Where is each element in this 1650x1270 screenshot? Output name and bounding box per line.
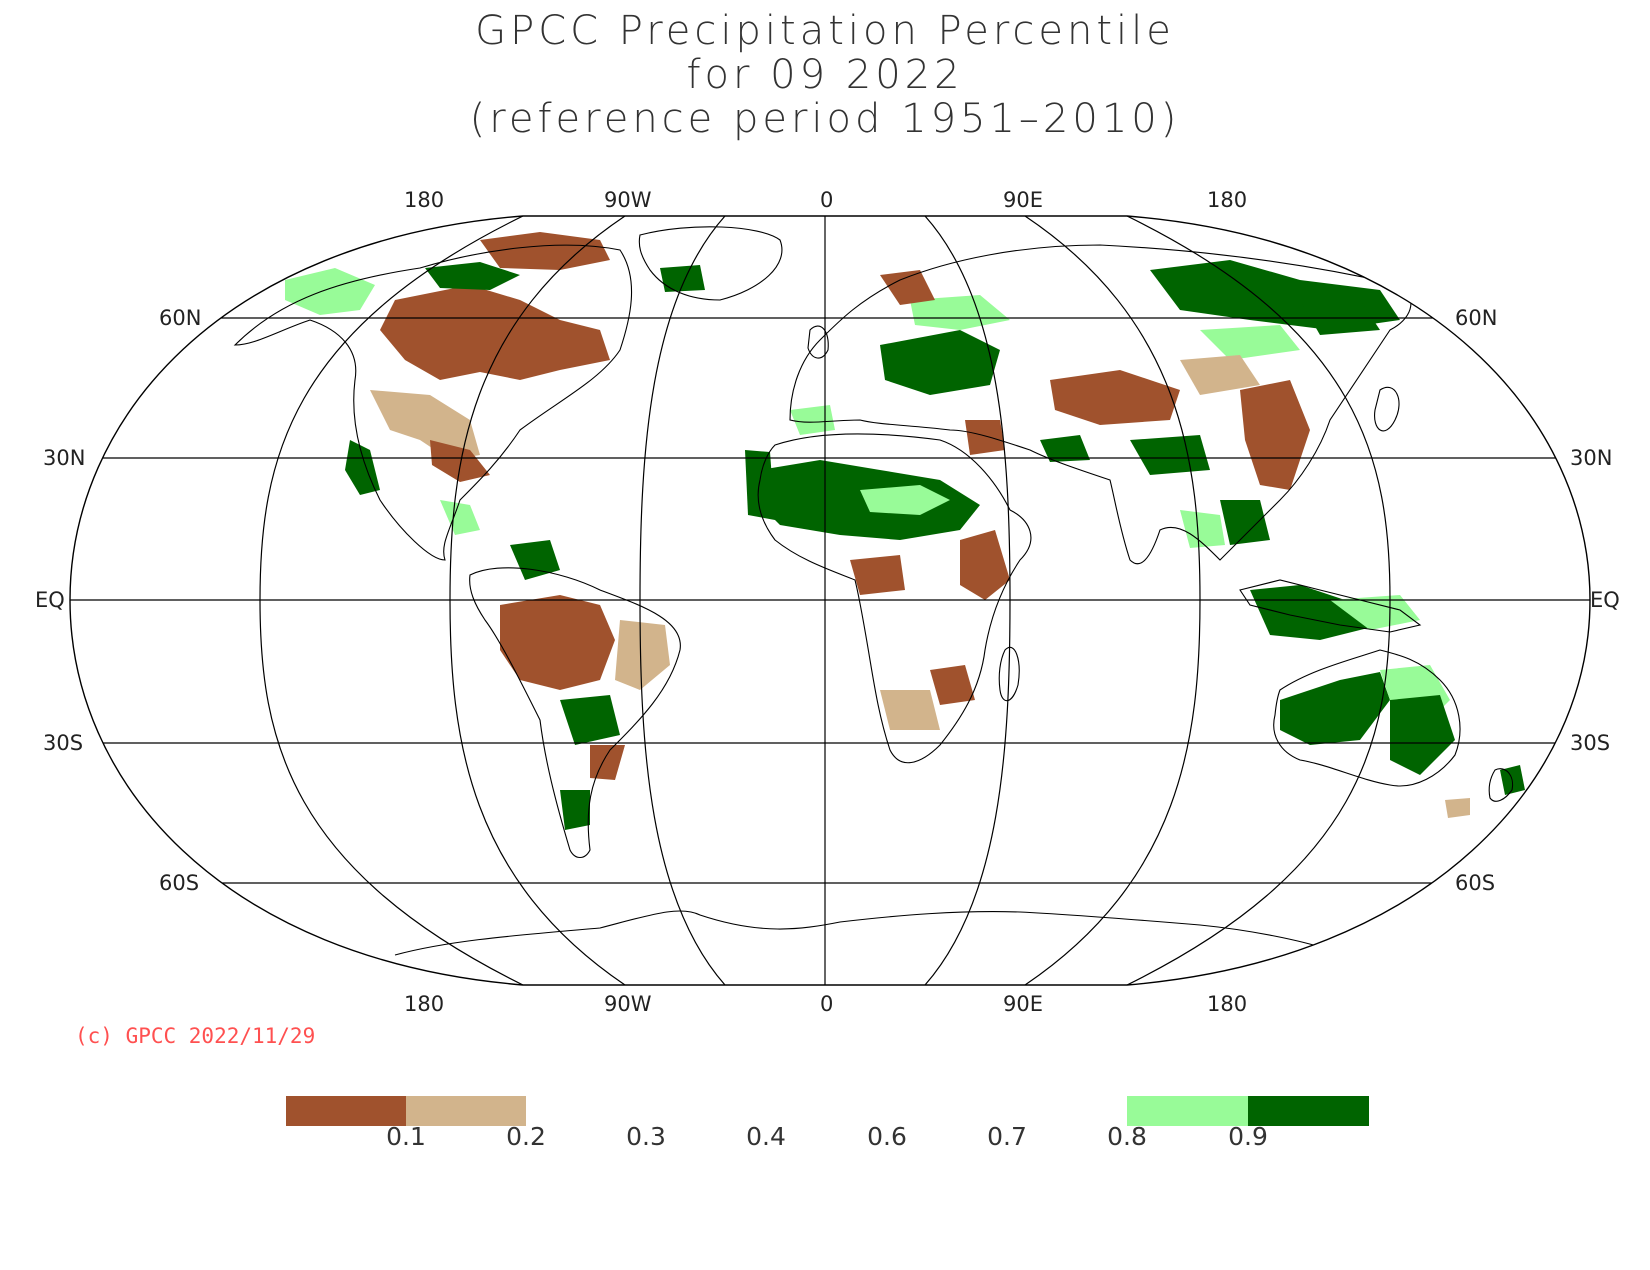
- lon-label-bottom-90e: 90E: [1003, 992, 1043, 1016]
- meridian-135w: [259, 216, 524, 985]
- lat-label-left-30s: 30S: [43, 731, 84, 755]
- lat-label-right-30n: 30N: [1570, 446, 1613, 470]
- patch-south-america-dry2: [615, 620, 670, 690]
- patch-central-asia-dry: [1050, 370, 1180, 425]
- map-title: GPCC Precipitation Percentile: [475, 8, 1175, 54]
- colorbar-label: 0.8: [1107, 1122, 1147, 1151]
- patch-north-america-dry3: [430, 440, 490, 482]
- lat-label-left-eq: EQ: [35, 588, 65, 612]
- lon-label-bottom-0: 0: [820, 992, 834, 1016]
- patch-europe-wet2: [910, 295, 1010, 330]
- patch-north-america-dry: [380, 285, 610, 380]
- patch-central-asia-mixed: [1180, 355, 1260, 395]
- colorbar-label: 0.1: [386, 1122, 426, 1151]
- meridian-45e: [924, 216, 1011, 985]
- patch-australia-wet: [1280, 672, 1390, 745]
- patch-europe-wet: [880, 330, 1000, 395]
- patch-arctic-canada-dry: [480, 232, 610, 270]
- coast-indonesia: [1239, 579, 1422, 633]
- lat-label-left-30n: 30N: [43, 446, 86, 470]
- lon-label-top-90w: 90W: [604, 188, 652, 212]
- colorbar-bin-very-dry: [286, 1096, 406, 1126]
- patch-southeast-asia-wet: [1220, 500, 1270, 545]
- graticule: [70, 216, 1590, 985]
- copyright-notice: (c) GPCC 2022/11/29: [75, 1024, 316, 1048]
- lon-label-top-180w: 180: [404, 188, 445, 212]
- patch-siberia-wet2: [1200, 325, 1300, 360]
- lon-label-top-0: 0: [820, 188, 834, 212]
- patch-middle-east-wet: [1040, 435, 1090, 462]
- coast-africa: [757, 433, 1032, 764]
- lon-label-bottom-180w: 180: [404, 992, 445, 1016]
- lat-label-right-60s: 60S: [1455, 871, 1496, 895]
- colorbar-bin-very-wet: [1248, 1096, 1369, 1126]
- lat-label-right-eq: EQ: [1590, 588, 1620, 612]
- patch-south-africa-dry: [930, 665, 975, 705]
- patch-paraguay-dry: [590, 745, 625, 780]
- lat-label-right-60n: 60N: [1455, 306, 1498, 330]
- coast-uk: [807, 325, 829, 359]
- patch-china-dry: [1240, 380, 1310, 490]
- colorbar-label: 0.3: [626, 1122, 666, 1151]
- colorbar-label: 0.7: [987, 1122, 1027, 1151]
- colorbar-label: 0.9: [1228, 1122, 1268, 1151]
- map-body: [70, 216, 1590, 985]
- patch-india-wet: [1130, 435, 1210, 475]
- colorbar-label: 0.4: [746, 1122, 786, 1151]
- patch-south-america-dry: [500, 595, 615, 690]
- coastlines: [233, 226, 1514, 956]
- lon-label-top-180e: 180: [1207, 188, 1248, 212]
- coast-greenland: [638, 226, 783, 301]
- lon-label-bottom-90w: 90W: [604, 992, 652, 1016]
- precipitation-patches: [285, 232, 1525, 830]
- patch-west-africa-wet: [745, 450, 775, 520]
- coast-japan: [1374, 387, 1400, 432]
- colorbar-bin-dry: [406, 1096, 526, 1126]
- patch-nz-dry: [1445, 798, 1470, 818]
- meridian-45w: [639, 216, 726, 985]
- lon-label-top-90e: 90E: [1003, 188, 1043, 212]
- patch-mexico-mixed: [440, 500, 480, 535]
- patch-congo-dry: [850, 555, 905, 595]
- patch-south-africa-mixed: [880, 690, 940, 730]
- coast-australia: [1273, 649, 1461, 787]
- patch-scandinavia-dry: [880, 270, 935, 305]
- patch-greenland-wet: [660, 265, 705, 292]
- meridian-135e: [1126, 216, 1391, 985]
- coast-eurasia: [789, 244, 1412, 565]
- coast-antarctica: [394, 910, 1331, 956]
- meridian-90e: [1024, 216, 1201, 985]
- patch-alaska-wet: [285, 268, 375, 315]
- lat-label-left-60n: 60N: [159, 306, 202, 330]
- map-reference-period: (reference period 1951–2010): [469, 96, 1181, 142]
- patch-iberia-wet: [790, 405, 835, 435]
- patch-indonesia-wet2: [1330, 595, 1420, 630]
- lat-label-right-30s: 30S: [1570, 731, 1611, 755]
- patch-central-america-wet: [345, 440, 380, 495]
- meridian-90w: [449, 216, 626, 985]
- map-period: for 09 2022: [686, 52, 964, 98]
- coast-south-america: [469, 567, 681, 859]
- patch-east-australia-wet: [1390, 695, 1455, 775]
- patch-north-africa-dry: [965, 420, 1005, 455]
- colorbar-label: 0.6: [867, 1122, 907, 1151]
- patch-amazon-wet: [510, 540, 560, 580]
- patch-east-africa-dry: [960, 530, 1010, 600]
- lat-label-left-60s: 60S: [159, 871, 200, 895]
- patch-argentina-wet: [560, 790, 590, 830]
- patch-indochina-wet: [1180, 510, 1225, 548]
- patch-north-america-dry2: [370, 390, 480, 460]
- coast-north-america: [233, 244, 633, 561]
- colorbar-label: 0.2: [506, 1122, 546, 1151]
- patch-south-brazil-wet: [560, 695, 620, 745]
- patch-sahel-wet2: [860, 485, 950, 515]
- coast-madagascar: [998, 647, 1020, 702]
- patch-hudson-wet: [425, 262, 520, 290]
- coast-new-zealand: [1488, 768, 1514, 802]
- lon-label-bottom-180e: 180: [1207, 992, 1248, 1016]
- colorbar-bin-wet: [1127, 1096, 1248, 1126]
